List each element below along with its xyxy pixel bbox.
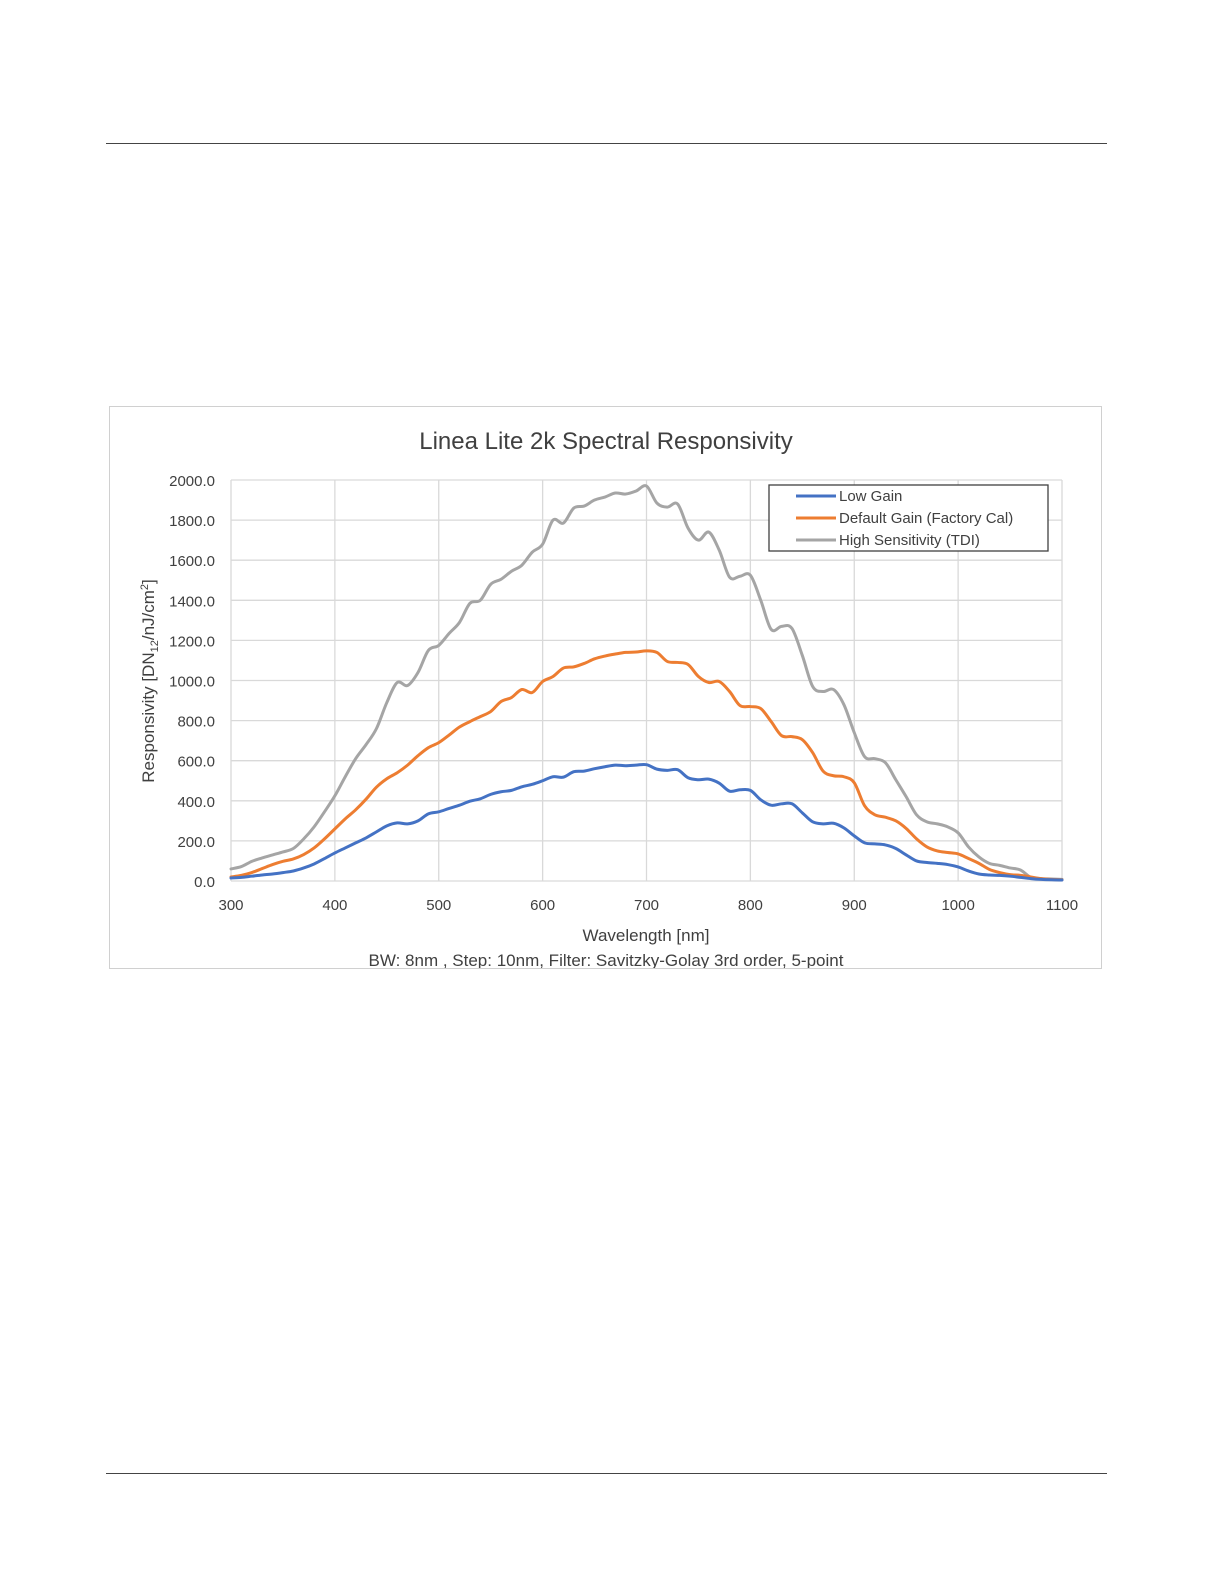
legend-label: High Sensitivity (TDI) [839,532,980,549]
chart-title: Linea Lite 2k Spectral Responsivity [419,428,793,455]
y-tick-label: 800.0 [177,714,215,731]
x-tick-label: 700 [634,897,659,914]
y-tick-label: 0.0 [194,874,215,891]
y-tick-label: 600.0 [177,754,215,771]
chart-legend: Low Gain Default Gain (Factory Cal) High S… [768,484,1049,552]
y-tick-label: 200.0 [177,834,215,851]
y-axis-label-superscript: 2 [139,584,151,590]
y-tick-label: 400.0 [177,794,215,811]
y-tick-label: 1000.0 [169,674,215,691]
series-line-low-gain [229,762,1064,882]
x-tick-label: 500 [426,897,451,914]
header-rule [106,143,1107,144]
chart-footnote: BW: 8nm , Step: 10nm, Filter: Savitzky-G… [369,951,844,968]
y-axis-label-subscript: 12 [149,640,161,652]
y-tick-label: 2000.0 [169,473,215,490]
y-tick-label: 1600.0 [169,553,215,570]
y-tick-label: 1800.0 [169,513,215,530]
x-tick-label: 900 [842,897,867,914]
legend-label: Default Gain (Factory Cal) [839,510,1013,527]
x-tick-label: 1000 [941,897,974,914]
series-line-high-sensitivity-tdi [229,484,1064,881]
series-line-default-gain-factory-cal [229,649,1064,882]
y-tick-label: 1400.0 [169,593,215,610]
x-tick-label: 400 [322,897,347,914]
y-tick-label: 1200.0 [169,633,215,650]
x-axis-label: Wavelength [nm] [583,926,710,945]
x-tick-label: 800 [738,897,763,914]
x-tick-label: 600 [530,897,555,914]
chart-frame: 0.0 200.0 400.0 600.0 800.0 1000.0 1200.0 1400.… [109,406,1102,969]
series-layer [229,484,1064,882]
legend-label: Low Gain [839,488,902,505]
x-tick-label: 300 [218,897,243,914]
grid-layer [230,479,1063,882]
spectral-responsivity-chart: 0.0 200.0 400.0 600.0 800.0 1000.0 1200.0 1400.… [139,428,1078,968]
footer-rule [106,1473,1107,1474]
x-tick-label: 1100 [1046,897,1078,914]
y-tick-labels: 0.0 200.0 400.0 600.0 800.0 1000.0 1200.0 1400.… [169,473,215,891]
y-axis-label: Responsivity [DN12/nJ/cm2] [139,579,161,783]
x-tick-labels: 300 400 500 600 700 800 900 1000 1100 [218,897,1078,914]
